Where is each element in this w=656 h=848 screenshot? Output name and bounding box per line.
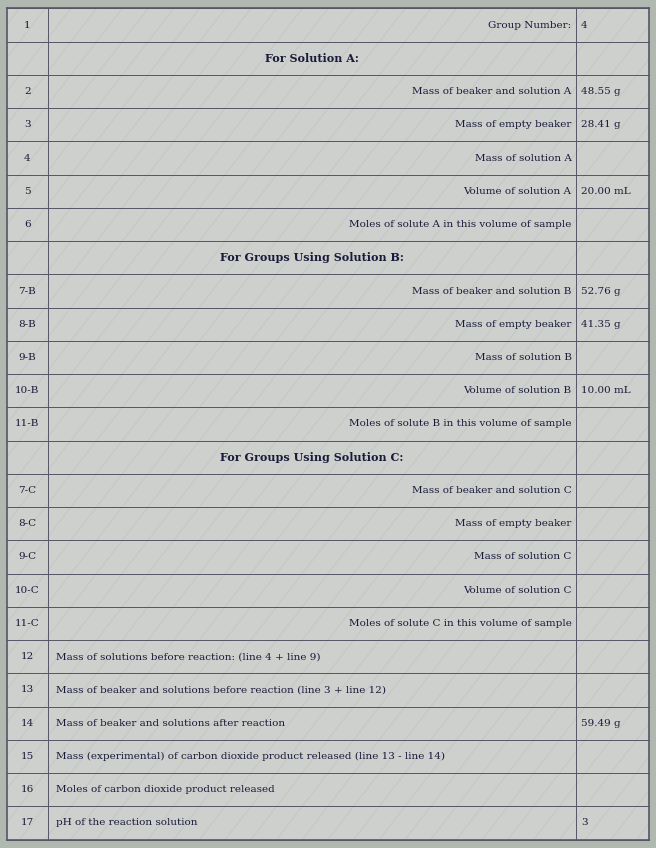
Text: Volume of solution B: Volume of solution B <box>463 386 571 395</box>
Text: 48.55 g: 48.55 g <box>581 87 621 96</box>
Text: Mass of beaker and solution A: Mass of beaker and solution A <box>413 87 571 96</box>
Text: 11-C: 11-C <box>15 619 40 628</box>
Text: 28.41 g: 28.41 g <box>581 120 621 130</box>
Text: 8-B: 8-B <box>18 320 36 329</box>
Text: Volume of solution A: Volume of solution A <box>464 187 571 196</box>
Text: Mass of solution C: Mass of solution C <box>474 552 571 561</box>
Text: Mass of beaker and solution B: Mass of beaker and solution B <box>412 287 571 296</box>
Text: Mass of empty beaker: Mass of empty beaker <box>455 120 571 130</box>
Text: 20.00 mL: 20.00 mL <box>581 187 630 196</box>
Text: Moles of solute A in this volume of sample: Moles of solute A in this volume of samp… <box>349 220 571 229</box>
Text: 8-C: 8-C <box>18 519 37 528</box>
Text: Mass of beaker and solution C: Mass of beaker and solution C <box>412 486 571 495</box>
Text: 52.76 g: 52.76 g <box>581 287 621 296</box>
Text: 4: 4 <box>581 20 587 30</box>
Text: 9-B: 9-B <box>18 353 36 362</box>
Text: 7-C: 7-C <box>18 486 37 495</box>
Text: 12: 12 <box>21 652 34 661</box>
Text: Mass of beaker and solutions before reaction (line 3 + line 12): Mass of beaker and solutions before reac… <box>56 685 386 695</box>
Text: For Solution A:: For Solution A: <box>265 53 359 64</box>
Text: Moles of solute B in this volume of sample: Moles of solute B in this volume of samp… <box>349 420 571 428</box>
Text: Moles of solute C in this volume of sample: Moles of solute C in this volume of samp… <box>349 619 571 628</box>
Text: 3: 3 <box>581 818 587 828</box>
Text: 10.00 mL: 10.00 mL <box>581 386 630 395</box>
Text: For Groups Using Solution B:: For Groups Using Solution B: <box>220 253 404 263</box>
Text: Moles of carbon dioxide product released: Moles of carbon dioxide product released <box>56 785 275 795</box>
Text: 3: 3 <box>24 120 31 130</box>
Text: 15: 15 <box>21 752 34 761</box>
Text: Group Number:: Group Number: <box>489 20 571 30</box>
Text: 7-B: 7-B <box>18 287 36 296</box>
Text: Mass of empty beaker: Mass of empty beaker <box>455 519 571 528</box>
Text: 6: 6 <box>24 220 31 229</box>
Text: 14: 14 <box>21 718 34 728</box>
Text: Mass of empty beaker: Mass of empty beaker <box>455 320 571 329</box>
Text: 17: 17 <box>21 818 34 828</box>
Text: 2: 2 <box>24 87 31 96</box>
Text: For Groups Using Solution C:: For Groups Using Solution C: <box>220 452 403 463</box>
Text: pH of the reaction solution: pH of the reaction solution <box>56 818 197 828</box>
Text: Mass of solution A: Mass of solution A <box>475 153 571 163</box>
Text: Volume of solution C: Volume of solution C <box>463 586 571 594</box>
Text: 1: 1 <box>24 20 31 30</box>
Text: 13: 13 <box>21 685 34 695</box>
Text: 5: 5 <box>24 187 31 196</box>
Text: 41.35 g: 41.35 g <box>581 320 621 329</box>
Text: Mass (experimental) of carbon dioxide product released (line 13 - line 14): Mass (experimental) of carbon dioxide pr… <box>56 752 445 761</box>
Text: 9-C: 9-C <box>18 552 37 561</box>
Text: 16: 16 <box>21 785 34 795</box>
Text: 4: 4 <box>24 153 31 163</box>
Text: 10-C: 10-C <box>15 586 40 594</box>
Text: Mass of beaker and solutions after reaction: Mass of beaker and solutions after react… <box>56 718 285 728</box>
Text: Mass of solution B: Mass of solution B <box>474 353 571 362</box>
Text: 10-B: 10-B <box>15 386 39 395</box>
Text: Mass of solutions before reaction: (line 4 + line 9): Mass of solutions before reaction: (line… <box>56 652 321 661</box>
Text: 11-B: 11-B <box>15 420 39 428</box>
Text: 59.49 g: 59.49 g <box>581 718 621 728</box>
